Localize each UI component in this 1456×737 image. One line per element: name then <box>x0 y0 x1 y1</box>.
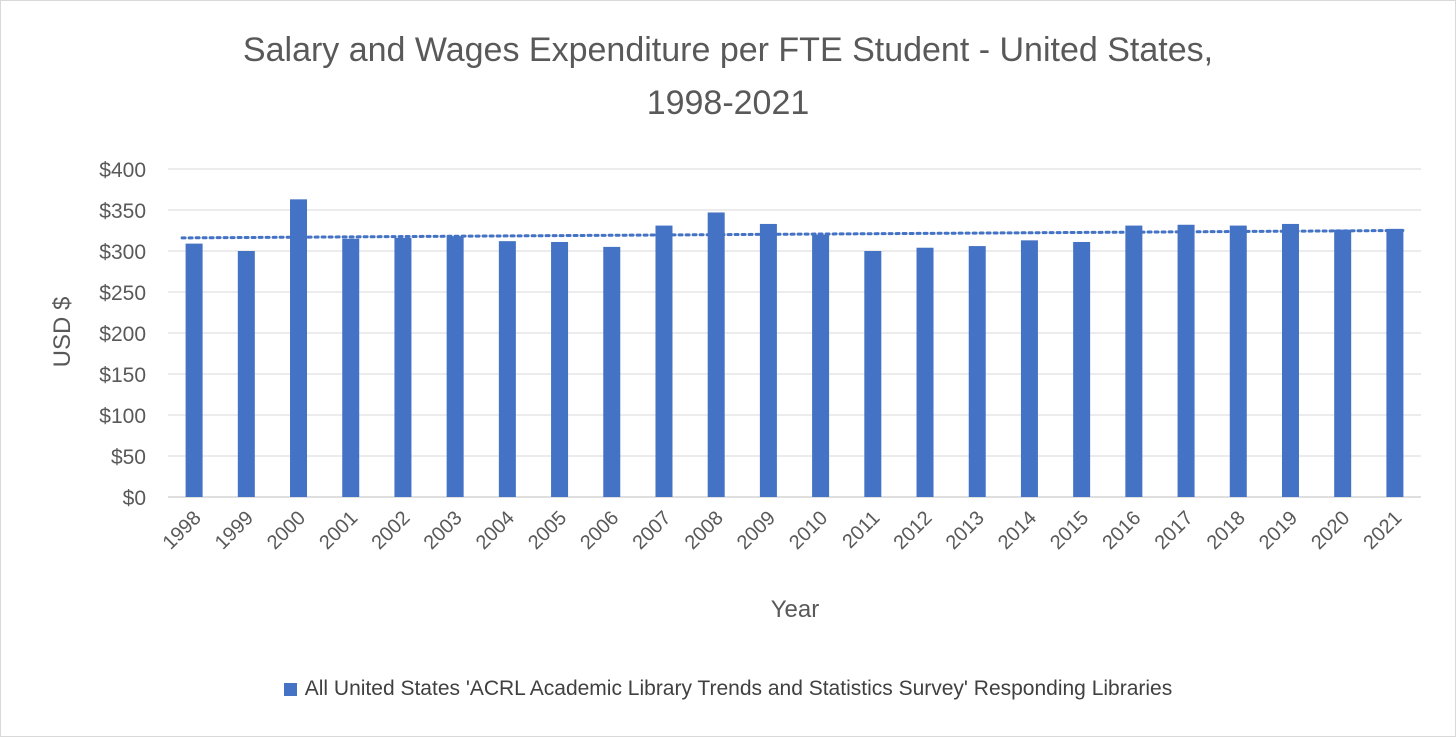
y-tick-label: $300 <box>99 241 146 264</box>
y-tick-label: $50 <box>111 446 146 469</box>
x-tick-label: 2014 <box>994 507 1041 554</box>
bar <box>916 247 934 497</box>
bar <box>1177 224 1195 497</box>
x-tick-label: 1998 <box>159 507 206 554</box>
x-tick-label: 2002 <box>367 507 414 554</box>
bar <box>498 241 516 497</box>
x-axis-ticks: 1998 1999 2000 2001 2002 2003 2004 2005 2006 2007… <box>159 507 1407 554</box>
bar <box>394 237 412 497</box>
x-tick-label: 2004 <box>472 507 519 554</box>
bar <box>551 241 569 497</box>
trendline <box>180 229 1405 240</box>
x-tick-label: 1999 <box>211 507 258 554</box>
legend-label: All United States 'ACRL Academic Library… <box>304 677 1173 700</box>
x-tick-label: 2000 <box>263 507 310 554</box>
trendline-layer <box>180 229 1405 240</box>
bar <box>759 223 777 497</box>
legend: All United States 'ACRL Academic Library… <box>0 677 1456 701</box>
bar <box>707 212 725 497</box>
bar <box>655 225 673 497</box>
y-tick-label: $0 <box>123 487 146 510</box>
bar <box>1281 223 1299 497</box>
x-tick-label: 2021 <box>1359 507 1406 554</box>
bar <box>1073 241 1091 497</box>
bar <box>342 238 360 497</box>
x-tick-label: 2017 <box>1151 507 1198 554</box>
x-tick-label: 2010 <box>785 507 832 554</box>
y-tick-label: $100 <box>99 405 146 428</box>
bar <box>603 246 621 497</box>
x-tick-label: 2009 <box>733 507 780 554</box>
bar <box>290 199 308 497</box>
y-tick-label: $150 <box>99 364 146 387</box>
y-tick-label: $350 <box>99 200 146 223</box>
bars <box>185 199 1404 498</box>
x-tick-label: 2001 <box>315 507 362 554</box>
x-tick-label: 2011 <box>838 507 884 553</box>
gridlines <box>168 168 1421 498</box>
chart-title-line-1: Salary and Wages Expenditure per FTE Stu… <box>242 31 1214 69</box>
bar <box>1020 240 1038 497</box>
bar <box>968 246 986 497</box>
x-tick-label: 2019 <box>1255 507 1302 554</box>
y-axis-ticks: $0 $50 $100 $150 $200 $250 $300 $350 $400 <box>99 159 146 510</box>
bar <box>1125 225 1143 497</box>
chart-title-line-2: 1998-2021 <box>646 84 810 122</box>
x-tick-label: 2018 <box>1203 507 1250 554</box>
bar <box>1229 225 1247 497</box>
bar <box>812 234 830 497</box>
x-tick-label: 2020 <box>1307 507 1354 554</box>
bar <box>1334 229 1352 497</box>
x-tick-label: 2007 <box>628 507 675 554</box>
bar <box>864 251 882 497</box>
x-axis-label: Year <box>771 596 820 623</box>
bar <box>237 251 255 497</box>
x-tick-label: 2015 <box>1046 507 1093 554</box>
x-tick-label: 2003 <box>420 507 467 554</box>
x-tick-label: 2012 <box>890 507 937 554</box>
x-tick-label: 2005 <box>524 507 571 554</box>
y-tick-label: $200 <box>99 323 146 346</box>
x-tick-label: 2016 <box>1098 507 1145 554</box>
y-tick-label: $400 <box>99 159 146 182</box>
bar <box>185 243 203 497</box>
y-tick-label: $250 <box>99 282 146 305</box>
x-tick-label: 2013 <box>942 507 989 554</box>
y-axis-label: USD $ <box>49 297 76 368</box>
x-tick-label: 2006 <box>576 507 623 554</box>
bar <box>446 236 464 498</box>
bar <box>1386 228 1404 498</box>
legend-swatch <box>283 682 297 696</box>
x-tick-label: 2008 <box>681 507 728 554</box>
